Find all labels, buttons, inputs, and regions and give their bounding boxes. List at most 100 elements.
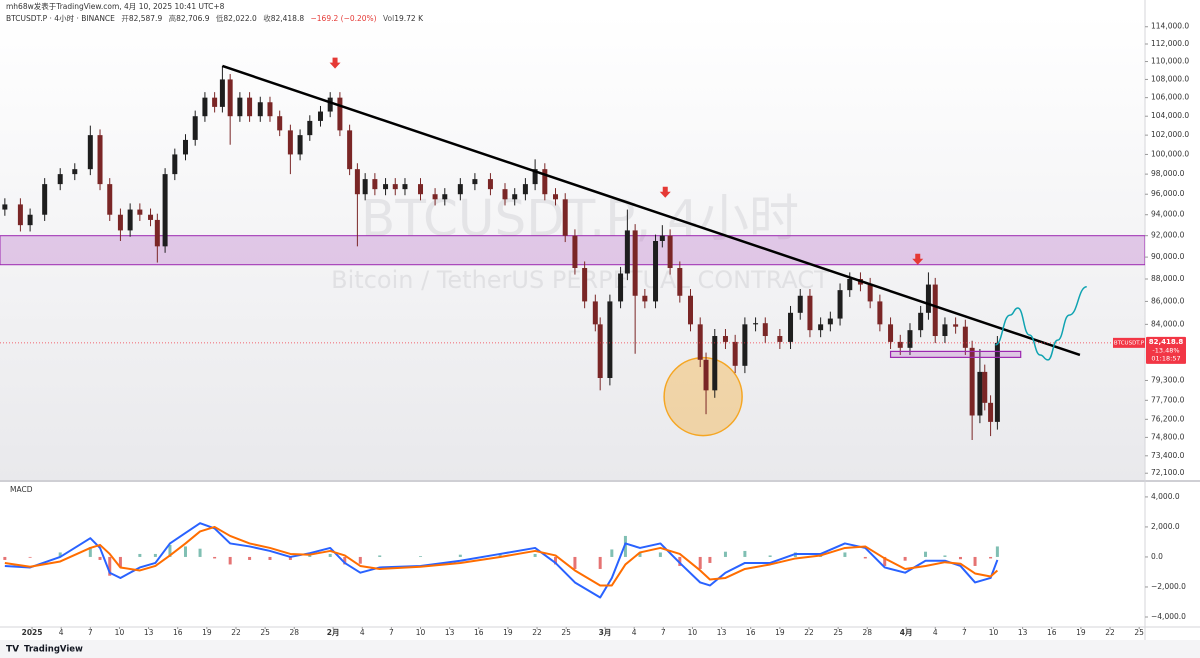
histogram-bar <box>328 553 332 557</box>
candle-body <box>572 235 578 268</box>
histogram-bar <box>288 556 292 560</box>
x-tick-label: 19 <box>202 628 212 637</box>
histogram-bar <box>98 556 102 560</box>
arrow-marker <box>912 253 924 265</box>
y-tick-label: 112,000.0 <box>1151 39 1189 48</box>
histogram-bar <box>153 553 157 557</box>
y-tick-label: 88,000.0 <box>1151 274 1185 283</box>
candle-body <box>582 267 588 302</box>
x-tick-label: 13 <box>1018 628 1028 637</box>
x-tick-label: 16 <box>474 628 484 637</box>
histogram-bar <box>308 555 312 557</box>
candle-body <box>953 324 959 327</box>
price-label-box <box>1146 336 1186 364</box>
candle-body <box>653 241 659 302</box>
x-tick-label: 28 <box>862 628 872 637</box>
histogram-bar <box>419 556 423 557</box>
x-tick-label: 10 <box>115 628 125 637</box>
macd-title: MACD <box>10 485 33 494</box>
x-tick-label: 4 <box>360 628 365 637</box>
histogram-bar <box>610 549 614 557</box>
x-tick-label: 22 <box>1105 628 1115 637</box>
y-tick-label: 94,000.0 <box>1151 210 1185 219</box>
y-tick-label: 96,000.0 <box>1151 189 1185 198</box>
histogram-bar <box>213 556 217 559</box>
x-tick-label: 7 <box>88 628 93 637</box>
author-line: mh68w发表于TradingView.com, 4月 10, 2025 10:… <box>6 1 228 12</box>
histogram-bar <box>698 556 702 569</box>
x-tick-label: 10 <box>989 628 999 637</box>
histogram-bar <box>903 556 907 561</box>
candle-body <box>703 359 709 391</box>
brand: TradingView <box>24 645 83 655</box>
countdown: 01:18:57 <box>1151 354 1180 362</box>
candle-body <box>219 79 225 107</box>
candle-body <box>867 284 873 302</box>
y-tick-label: 84,000.0 <box>1151 319 1185 328</box>
candle-body <box>907 330 913 348</box>
histogram-bar <box>28 556 32 558</box>
candle-body <box>442 194 448 200</box>
y-tick-label: −4,000.0 <box>1151 612 1186 621</box>
candle-body <box>592 301 598 325</box>
x-tick-label: 4 <box>59 628 64 637</box>
histogram-bar <box>623 535 627 557</box>
histogram-bar <box>883 556 887 566</box>
histogram-bar <box>973 556 977 566</box>
candle-body <box>227 79 233 117</box>
candle-body <box>287 130 293 155</box>
candle-body <box>472 179 478 185</box>
y-tick-label: 108,000.0 <box>1151 74 1189 83</box>
watermark-subtitle: Bitcoin / TetherUS PERPETUAL CONTRACT <box>331 266 829 294</box>
histogram-bar <box>3 556 7 560</box>
candle-body <box>297 135 303 155</box>
candle-body <box>712 336 718 391</box>
candle-body <box>457 184 463 195</box>
histogram-bar <box>995 546 999 557</box>
x-tick-label: 25 <box>260 628 270 637</box>
candle-body <box>402 184 408 190</box>
candle-body <box>697 324 703 360</box>
candle-body <box>512 194 518 200</box>
candle-body <box>2 204 8 210</box>
y-tick-label: −2,000.0 <box>1151 582 1186 591</box>
trendline <box>221 64 1081 357</box>
symbol-tag-label: BTCUSDT.P <box>1114 340 1145 346</box>
candle-body <box>667 235 673 268</box>
histogram-bar <box>743 550 747 557</box>
candle-body <box>659 235 665 242</box>
symbol: BTCUSDT.P · 4小时 · BINANCE <box>6 14 115 23</box>
histogram-bar <box>498 553 502 557</box>
candle-body <box>897 341 903 348</box>
symbol-tag <box>1113 337 1145 348</box>
x-tick-label: 2025 <box>22 628 43 637</box>
histogram-bar <box>598 556 602 569</box>
histogram-bar <box>658 552 662 557</box>
x-tick-label: 3月 <box>599 628 612 637</box>
histogram-bar <box>183 546 187 557</box>
candle-body <box>27 214 33 226</box>
x-tick-label: 16 <box>1047 628 1057 637</box>
candle-body <box>487 179 493 190</box>
candle-body <box>624 230 630 274</box>
y-tick-label: 0.0 <box>1151 552 1163 561</box>
histogram-bar <box>924 551 928 557</box>
candle-body <box>317 111 323 121</box>
x-tick-label: 22 <box>231 628 241 637</box>
candle-body <box>807 295 813 331</box>
candle-body <box>162 174 168 247</box>
y-tick-label: 79,300.0 <box>1151 375 1185 384</box>
candle-body <box>247 97 253 117</box>
histogram-bar <box>458 554 462 557</box>
candle-body <box>932 284 938 337</box>
candle-body <box>127 209 133 231</box>
y-tick-label: 106,000.0 <box>1151 93 1189 102</box>
histogram-bar <box>554 556 558 565</box>
ohlc-key: 开 <box>121 14 129 23</box>
histogram-bar <box>708 556 712 563</box>
candle-body <box>192 116 198 140</box>
candle-body <box>172 154 178 175</box>
candle-body <box>925 284 931 313</box>
candle-body <box>154 219 160 247</box>
histogram-bar <box>723 551 727 557</box>
